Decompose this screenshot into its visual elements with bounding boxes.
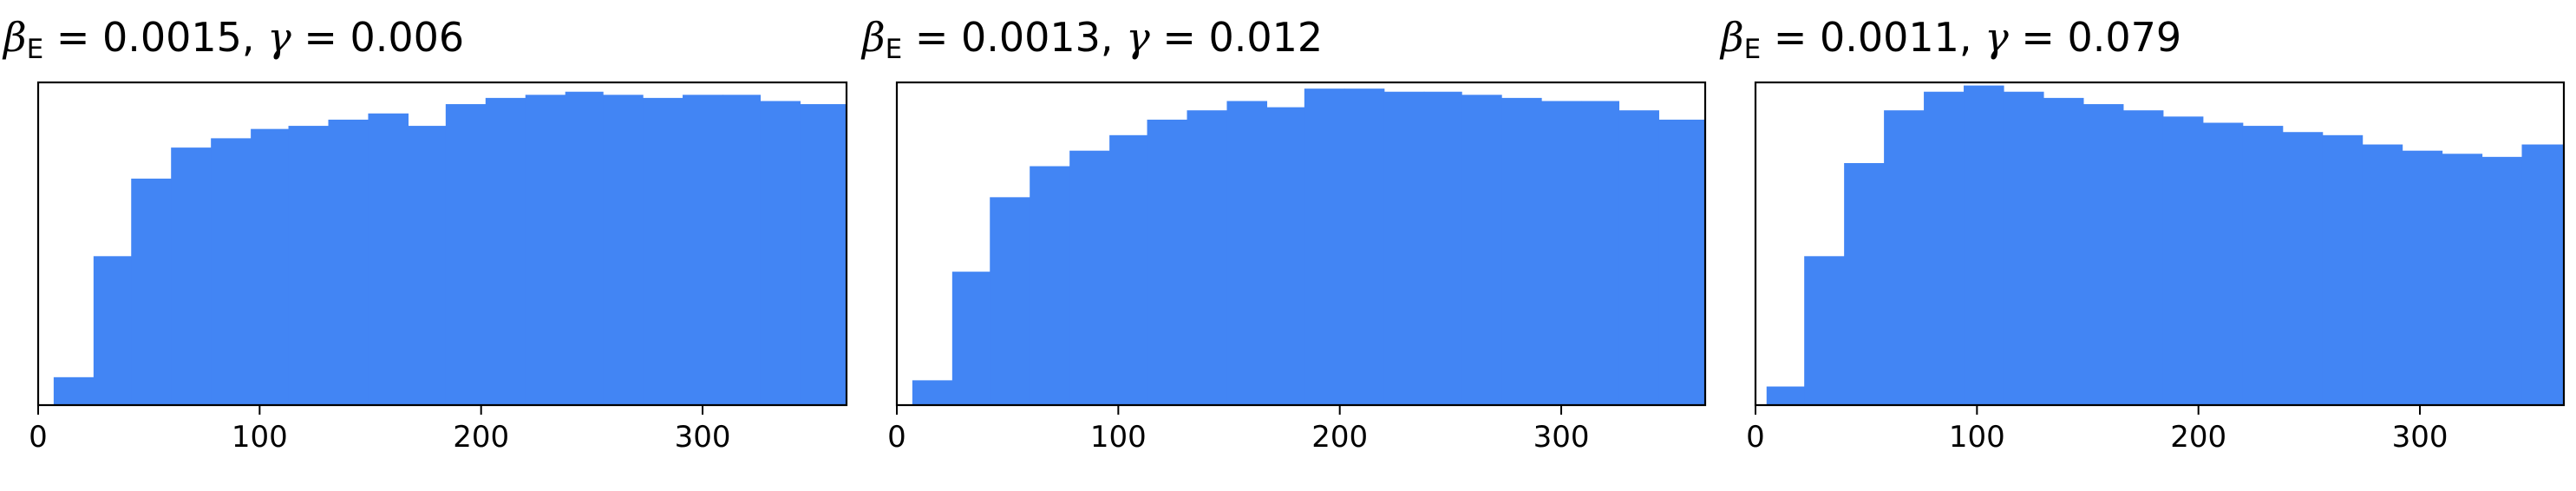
histogram-bar bbox=[2322, 134, 2364, 406]
histogram-bar bbox=[2521, 144, 2565, 406]
histogram-bar bbox=[1344, 88, 1385, 406]
histogram-bar bbox=[2362, 144, 2403, 406]
x-tick-label: 300 bbox=[675, 420, 731, 455]
x-tick-label: 100 bbox=[1949, 420, 2005, 455]
histogram-bar bbox=[1658, 119, 1706, 405]
beta-symbol: β bbox=[3, 14, 27, 61]
histogram-bar bbox=[1226, 101, 1268, 405]
x-tick-label: 200 bbox=[453, 420, 509, 455]
histogram-bar bbox=[643, 97, 683, 405]
beta-subscript: E bbox=[1743, 34, 1762, 65]
histogram-bar bbox=[1187, 110, 1228, 405]
histogram-bar bbox=[485, 97, 526, 405]
gamma-value: = 0.079 bbox=[2021, 14, 2182, 61]
histogram-bar bbox=[131, 178, 172, 405]
histogram-bar bbox=[525, 95, 566, 406]
histogram-bar bbox=[760, 101, 801, 405]
histogram-bar bbox=[1423, 91, 1462, 405]
histogram-bar bbox=[800, 104, 847, 406]
histogram-bar bbox=[1844, 163, 1885, 405]
histogram-bar bbox=[1030, 166, 1070, 406]
plot-frame bbox=[1754, 81, 2566, 407]
beta-subscript: E bbox=[26, 34, 44, 65]
panel-title: βE = 0.0013, γ = 0.012 bbox=[862, 17, 1323, 63]
beta-value: = 0.0013, bbox=[914, 14, 1114, 61]
histogram-bar bbox=[2043, 97, 2084, 405]
histogram-bar bbox=[328, 119, 369, 405]
plot-frame bbox=[895, 81, 1707, 407]
x-tick-label: 300 bbox=[1533, 420, 1590, 455]
histogram-bar bbox=[951, 272, 991, 405]
histogram-bar bbox=[2082, 104, 2124, 406]
beta-subscript: E bbox=[885, 34, 903, 65]
histogram-bar bbox=[171, 147, 212, 405]
histogram-bar bbox=[288, 126, 330, 406]
histogram-bar bbox=[2442, 154, 2483, 405]
histogram-bar bbox=[2202, 122, 2244, 405]
histogram-bar bbox=[990, 197, 1030, 405]
gamma-symbol: γ bbox=[1126, 14, 1150, 61]
plot-frame bbox=[36, 81, 848, 407]
histogram-bar bbox=[565, 91, 604, 405]
histogram-bar bbox=[2162, 116, 2204, 405]
histogram-bar bbox=[1109, 134, 1148, 406]
beta-symbol: β bbox=[1721, 14, 1744, 61]
histogram-bar bbox=[1884, 110, 1925, 405]
gamma-symbol: γ bbox=[267, 14, 291, 61]
histogram-bar bbox=[368, 113, 409, 405]
histogram-bar bbox=[1461, 95, 1502, 406]
gamma-value: = 0.012 bbox=[1162, 14, 1324, 61]
histogram-bar bbox=[1766, 386, 1805, 405]
histogram-bar bbox=[2242, 126, 2284, 406]
histogram-bar bbox=[2122, 110, 2164, 405]
histogram-bar bbox=[1964, 85, 2004, 406]
panel-title: βE = 0.0015, γ = 0.006 bbox=[3, 17, 464, 63]
histogram-plot: 0 100 200 300 bbox=[887, 81, 1707, 455]
histogram-bar bbox=[1541, 101, 1582, 405]
x-tick-label: 100 bbox=[1090, 420, 1147, 455]
histogram-bar bbox=[1304, 88, 1345, 406]
histogram-bar bbox=[683, 95, 723, 406]
beta-value: = 0.0011, bbox=[1773, 14, 1972, 61]
histogram-bar bbox=[1383, 91, 1425, 405]
x-tick-label: 100 bbox=[232, 420, 288, 455]
histogram-bar bbox=[2481, 156, 2523, 405]
histogram-bar bbox=[408, 126, 447, 406]
histogram-bar bbox=[53, 376, 95, 405]
histogram-bar bbox=[445, 104, 487, 406]
x-tick-label: 0 bbox=[29, 420, 48, 455]
histogram-panel-3: βE = 0.0011, γ = 0.079 0 100 200 300 bbox=[1717, 0, 2576, 491]
histogram-plot: 0 100 200 300 bbox=[1746, 81, 2566, 455]
histogram-panel-2: βE = 0.0013, γ = 0.012 0 100 200 300 bbox=[859, 0, 1717, 491]
x-tick-label: 200 bbox=[1311, 420, 1368, 455]
x-tick-label: 300 bbox=[2392, 420, 2449, 455]
histogram-bar bbox=[1266, 107, 1305, 405]
histogram-bar bbox=[1924, 91, 1965, 405]
histogram-panel-1: βE = 0.0015, γ = 0.006 0 100 200 300 bbox=[0, 0, 859, 491]
x-tick-label: 0 bbox=[887, 420, 906, 455]
histogram-bar bbox=[211, 138, 252, 405]
histogram-bar bbox=[603, 95, 644, 406]
histogram-bar bbox=[1804, 256, 1845, 405]
histogram-bar bbox=[1069, 150, 1110, 405]
beta-value: = 0.0015, bbox=[56, 14, 255, 61]
x-tick-label: 200 bbox=[2170, 420, 2226, 455]
gamma-symbol: γ bbox=[1984, 14, 2009, 61]
histogram-bar bbox=[1618, 110, 1659, 405]
histogram-bar bbox=[1501, 97, 1542, 405]
histogram-bar bbox=[2003, 91, 2044, 405]
gamma-value: = 0.006 bbox=[304, 14, 465, 61]
histogram-bar bbox=[2402, 150, 2443, 405]
panel-title: βE = 0.0011, γ = 0.079 bbox=[1721, 17, 2181, 63]
beta-symbol: β bbox=[862, 14, 886, 61]
histogram-bar bbox=[93, 256, 132, 405]
histogram-bar bbox=[251, 128, 290, 405]
x-tick-label: 0 bbox=[1746, 420, 1765, 455]
histogram-bar bbox=[1147, 119, 1188, 405]
histogram-bar bbox=[2282, 132, 2324, 405]
histogram-bar bbox=[722, 95, 762, 406]
histogram-plot: 0 100 200 300 bbox=[29, 81, 848, 455]
histogram-bar bbox=[1581, 101, 1620, 405]
histogram-bar bbox=[912, 380, 953, 405]
